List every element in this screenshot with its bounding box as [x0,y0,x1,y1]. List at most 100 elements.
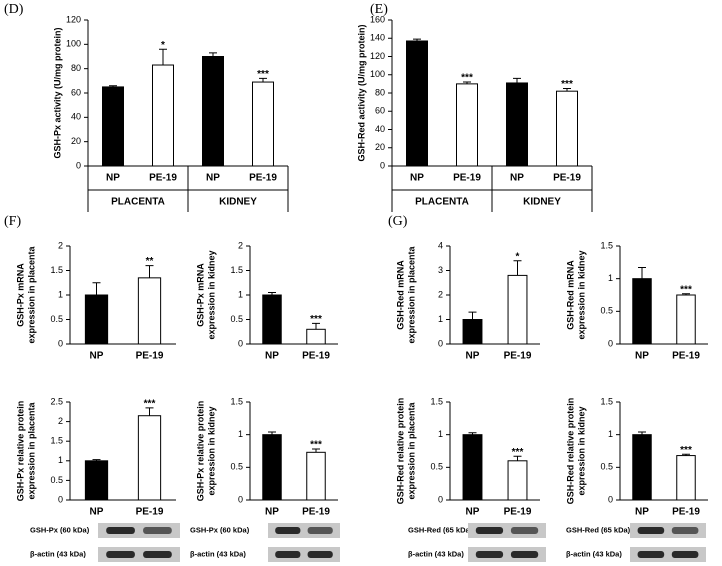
blot-band [637,527,665,534]
y-axis-label: GSH-Red activity (U/mg protein) [356,24,366,161]
blot [98,523,180,538]
y-tick-label: 0 [380,160,385,170]
y-tick-label: 60 [375,106,385,116]
y-tick-label: 60 [71,87,81,97]
bar [676,455,696,501]
blot [468,523,546,538]
x-tick-label: NP [510,173,524,184]
x-tick-label: PE-19 [672,507,700,518]
y-axis-label: GSH-Red mRNA [395,260,405,330]
bar [406,40,428,167]
blot-label: GSH-Px (60 kDa) [190,525,250,534]
significance: *** [680,284,692,295]
y-tick-label: 0 [58,338,63,348]
y-tick-label: 100 [370,69,385,79]
y-tick-label: 120 [66,14,81,24]
error-bar [159,48,167,66]
y-tick-label: 80 [71,63,81,73]
x-tick-label: NP [466,351,480,362]
error-bar [563,87,571,92]
bar [84,460,109,501]
blot-band [106,551,135,558]
bar [462,319,483,345]
y-axis-label: expression in placenta [26,245,36,343]
significance: ** [146,256,154,267]
error-bar [312,448,320,453]
blot-band [475,551,504,558]
blot-label: GSH-Red (65 kDa) [566,525,631,534]
y-axis-label: expression in kidney [206,406,216,495]
error-bar [638,431,646,435]
y-tick-label: 0 [76,160,81,170]
panel-label: (G) [388,214,408,229]
bar [262,294,282,345]
x-tick-label: NP [635,351,649,362]
y-axis-label: GSH-Red mRNA [565,260,575,330]
group-label: KIDNEY [219,197,257,208]
panel-label: (E) [370,2,388,17]
y-tick-label: 0 [438,494,443,504]
y-axis-label: GSH-Px relative protein [15,401,25,502]
bar [137,415,162,501]
error-bar [682,453,690,456]
error-bar [92,282,101,295]
y-tick-label: 0.5 [230,462,243,472]
y-tick-label: 0 [58,494,63,504]
y-axis-label: GSH-Px mRNA [195,263,205,327]
blot-band [275,551,301,558]
significance: *** [257,69,269,80]
y-tick-label: 160 [370,14,385,24]
bar [306,451,326,501]
y-tick-label: 1.5 [230,265,243,275]
y-tick-label: 40 [375,124,385,134]
blot-label: β-actin (43 kDa) [408,549,464,558]
significance: *** [310,440,322,451]
error-bar [513,260,522,276]
y-tick-label: 1.5 [50,436,63,446]
x-tick-label: PE-19 [302,351,330,362]
y-axis-label: expression in placenta [406,245,416,343]
x-tick-label: NP [106,173,120,184]
y-tick-label: 0.5 [50,314,63,324]
y-tick-label: 0.5 [600,462,613,472]
y-tick-label: 1 [58,455,63,465]
blot-band [307,527,333,534]
bar [462,434,483,501]
y-tick-label: 0.5 [230,314,243,324]
y-axis-label: GSH-Red relative protein [565,398,575,505]
y-tick-label: 1 [608,273,613,283]
significance: * [516,251,520,262]
bar [202,56,224,167]
x-tick-label: PE-19 [453,173,481,184]
blot [98,547,180,562]
blot-band [143,551,172,558]
bar [507,460,528,501]
y-tick-label: 140 [370,33,385,43]
significance: *** [561,79,573,90]
x-tick-label: NP [265,507,279,518]
y-tick-label: 1 [238,289,243,299]
error-bar [513,77,521,83]
bar [632,434,652,501]
significance: *** [461,73,473,84]
y-axis-label: expression in kidney [576,250,586,339]
y-tick-label: 0.5 [600,306,613,316]
bar [306,328,326,345]
panel-label: (F) [4,214,21,229]
y-tick-label: 80 [375,87,385,97]
x-tick-label: PE-19 [249,173,277,184]
y-tick-label: 20 [71,136,81,146]
x-tick-label: PE-19 [136,351,164,362]
blot-band [106,527,135,534]
significance: *** [512,447,524,458]
error-bar [638,267,646,279]
significance: * [161,40,165,51]
blot-band [475,527,504,534]
y-tick-label: 0 [438,338,443,348]
error-bar [468,432,477,435]
y-tick-label: 20 [375,142,385,152]
y-tick-label: 1 [58,289,63,299]
y-tick-label: 0 [608,338,613,348]
error-bar [268,431,276,435]
